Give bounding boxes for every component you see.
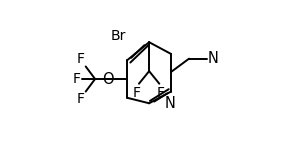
Text: F: F: [76, 52, 84, 66]
Text: F: F: [133, 86, 141, 100]
Text: Br: Br: [111, 29, 126, 43]
Text: F: F: [76, 92, 84, 106]
Text: F: F: [72, 72, 80, 86]
Text: F: F: [157, 86, 165, 100]
Text: O: O: [102, 72, 114, 87]
Text: N: N: [208, 51, 219, 66]
Text: N: N: [165, 96, 176, 111]
